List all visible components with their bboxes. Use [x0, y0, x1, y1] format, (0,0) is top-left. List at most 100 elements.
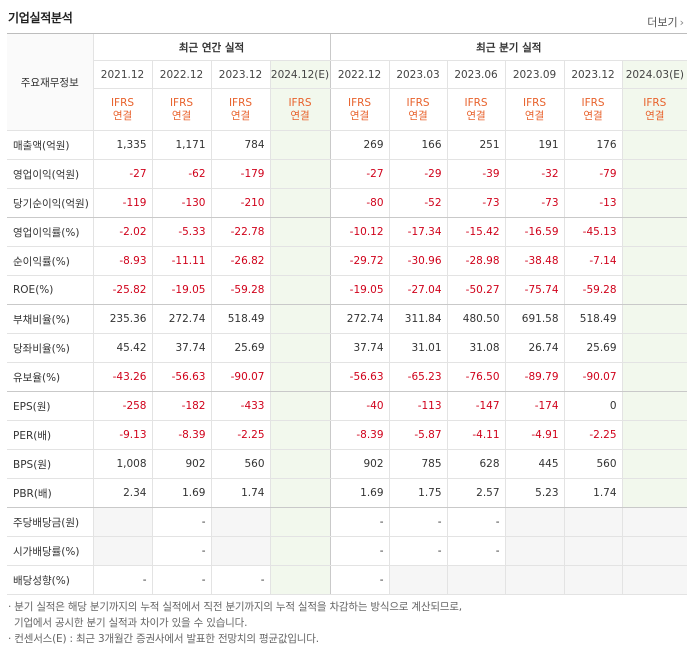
table-cell — [269, 507, 331, 537]
table-cell: 5.23 — [504, 478, 565, 508]
table-cell: 37.74 — [329, 333, 390, 363]
table-cell: -4.11 — [446, 420, 506, 450]
table-cell: 37.74 — [151, 333, 211, 363]
table-cell: 272.74 — [151, 304, 211, 334]
period-header: 2023.12 — [563, 60, 623, 89]
table-cell — [504, 536, 565, 566]
table-cell: -28.98 — [446, 246, 506, 276]
table-cell — [269, 130, 331, 160]
table-cell: -62 — [151, 159, 211, 189]
table-cell: 31.01 — [388, 333, 448, 363]
table-cell: -9.13 — [92, 420, 152, 450]
table-cell: 902 — [151, 449, 211, 479]
table-cell — [269, 246, 331, 276]
ifrs-consolidated: 연결 — [408, 109, 428, 122]
table-cell: -5.87 — [388, 420, 448, 450]
ifrs-label: IFRS 연결 — [151, 88, 211, 131]
table-cell: -19.05 — [329, 275, 390, 305]
ifrs-consolidated: 연결 — [466, 109, 486, 122]
more-link[interactable]: 더보기 › — [647, 14, 684, 30]
table-cell: -210 — [210, 188, 270, 218]
table-cell: -89.79 — [504, 362, 565, 392]
table-row: PER(배) -9.13 -8.39 -2.25 -8.39 -5.87 -4.11 -4.9… — [7, 420, 688, 450]
period-header: 2023.09 — [504, 60, 565, 89]
table-cell — [621, 449, 688, 479]
table-cell: 191 — [504, 130, 565, 160]
table-cell: -7.14 — [563, 246, 623, 276]
table-cell: 45.42 — [92, 333, 152, 363]
section-title: 기업실적분석 — [8, 11, 73, 25]
period-header: 2024.12(E) — [269, 60, 331, 89]
table-cell: -56.63 — [151, 362, 211, 392]
ifrs-consolidated: 연결 — [230, 109, 251, 122]
table-cell — [446, 565, 506, 595]
more-label: 더보기 — [647, 16, 678, 29]
table-cell: 902 — [329, 449, 390, 479]
table-cell — [621, 362, 688, 392]
table-cell: -73 — [504, 188, 565, 218]
table-cell: -32 — [504, 159, 565, 189]
table-cell: -79 — [563, 159, 623, 189]
table-cell: -43.26 — [92, 362, 152, 392]
table-cell: 518.49 — [210, 304, 270, 334]
table-cell — [563, 536, 623, 566]
table-cell: - — [446, 507, 506, 537]
table-cell — [210, 536, 270, 566]
table-cell: -59.28 — [210, 275, 270, 305]
ifrs-label: IFRS 연결 — [446, 88, 506, 131]
ifrs-standard: IFRS — [464, 96, 488, 109]
table-cell: 480.50 — [446, 304, 506, 334]
table-row: 시가배당률(%) - - - - — [7, 536, 688, 566]
table-cell — [269, 217, 331, 247]
financial-table: 주요재무정보 최근 연간 실적 최근 분기 실적 2021.12 2022.12 2… — [7, 33, 688, 595]
ifrs-label: IFRS 연결 — [563, 88, 623, 131]
table-cell: 560 — [563, 449, 623, 479]
table-row: EPS(원) -258 -182 -433 -40 -113 -147 -174 0 — [7, 391, 688, 421]
period-header: 2021.12 — [92, 60, 152, 89]
ifrs-standard: IFRS — [581, 96, 605, 109]
table-cell — [621, 565, 688, 595]
footnote-2: 기업에서 공시한 분기 실적과 차이가 있을 수 있습니다. — [14, 617, 248, 629]
ifrs-label: IFRS 연결 — [504, 88, 565, 131]
table-cell — [621, 507, 688, 537]
table-row: BPS(원) 1,008 902 560 902 785 628 445 560 — [7, 449, 688, 479]
ifrs-consolidated: 연결 — [583, 109, 603, 122]
ifrs-label: IFRS 연결 — [269, 88, 331, 131]
table-cell — [92, 536, 152, 566]
table-cell: -179 — [210, 159, 270, 189]
period-header: 2022.12 — [329, 60, 390, 89]
table-cell: -27 — [329, 159, 390, 189]
period-header: 2022.12 — [151, 60, 211, 89]
table-cell: 445 — [504, 449, 565, 479]
quarter-group-header: 최근 분기 실적 — [329, 33, 688, 61]
table-cell: 25.69 — [210, 333, 270, 363]
ifrs-standard: IFRS — [228, 96, 253, 109]
table-cell: -29 — [388, 159, 448, 189]
table-cell: -130 — [151, 188, 211, 218]
ifrs-standard: IFRS — [347, 96, 372, 109]
table-cell — [210, 507, 270, 537]
row-label: 당기순이익(억원) — [7, 188, 93, 218]
footnote-3: · 컨센서스(E) : 최근 3개월간 증권사에서 발표한 전망치의 평균값입니… — [8, 633, 319, 645]
table-cell: 26.74 — [504, 333, 565, 363]
table-cell — [269, 362, 331, 392]
ifrs-standard: IFRS — [522, 96, 547, 109]
table-cell: -65.23 — [388, 362, 448, 392]
table-cell: -8.93 — [92, 246, 152, 276]
table-cell — [621, 275, 688, 305]
table-cell: -30.96 — [388, 246, 448, 276]
table-cell: - — [151, 536, 211, 566]
table-cell: -75.74 — [504, 275, 565, 305]
table-cell: -38.48 — [504, 246, 565, 276]
table-cell: - — [388, 536, 448, 566]
table-cell — [621, 478, 688, 508]
table-row: 유보율(%) -43.26 -56.63 -90.07 -56.63 -65.23 -76.… — [7, 362, 688, 392]
table-cell: -16.59 — [504, 217, 565, 247]
ifrs-consolidated: 연결 — [349, 109, 370, 122]
table-cell: 1.75 — [388, 478, 448, 508]
table-cell: -19.05 — [151, 275, 211, 305]
ifrs-consolidated: 연결 — [645, 109, 665, 122]
row-label: 매출액(억원) — [7, 130, 93, 160]
table-cell — [621, 130, 688, 160]
table-cell: -45.13 — [563, 217, 623, 247]
